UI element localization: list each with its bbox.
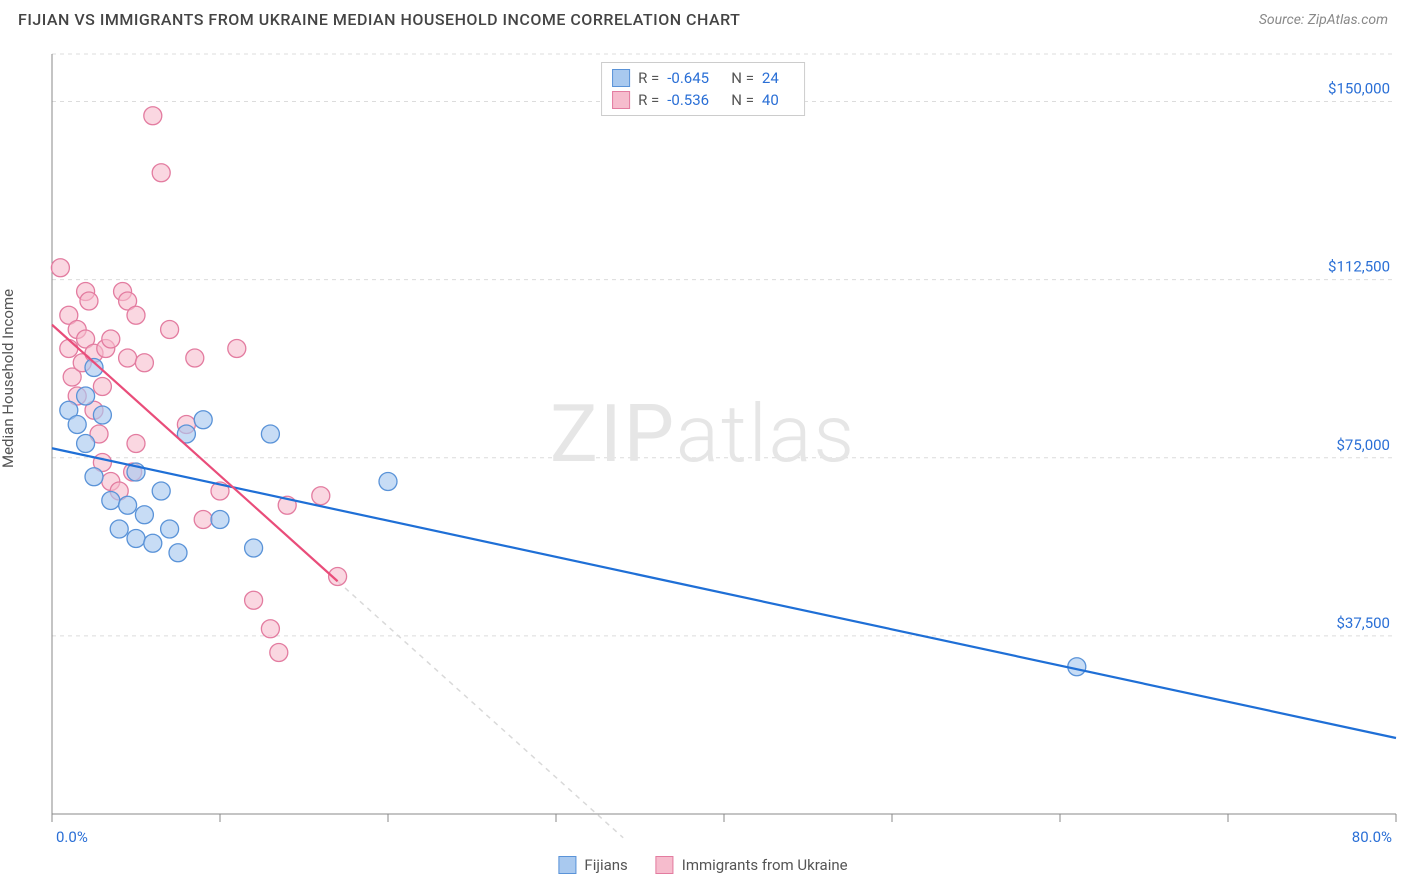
n-label: N = [731, 67, 754, 89]
chart-title: FIJIAN VS IMMIGRANTS FROM UKRAINE MEDIAN… [18, 10, 740, 29]
y-axis-label: Median Household Income [0, 289, 17, 468]
legend-swatch-2 [656, 856, 674, 874]
stat-legend: R = -0.645 N = 24 R = -0.536 N = 40 [601, 62, 805, 116]
r-value-2: -0.536 [667, 89, 723, 111]
n-value-1: 24 [762, 67, 790, 89]
swatch-series-1 [612, 69, 630, 87]
r-value-1: -0.645 [667, 67, 723, 89]
svg-text:80.0%: 80.0% [1352, 828, 1392, 846]
swatch-series-2 [612, 91, 630, 109]
stat-row-2: R = -0.536 N = 40 [612, 89, 790, 111]
chart-area: Median Household Income ZIPatlas $37,500… [0, 44, 1406, 892]
legend-item-2: Immigrants from Ukraine [656, 856, 848, 874]
svg-text:$37,500: $37,500 [1336, 614, 1390, 632]
svg-text:$112,500: $112,500 [1328, 258, 1390, 276]
legend-label-2: Immigrants from Ukraine [682, 856, 848, 874]
r-label: R = [638, 67, 659, 89]
legend-item-1: Fijians [558, 856, 627, 874]
source-label: Source: ZipAtlas.com [1259, 12, 1388, 28]
svg-text:$75,000: $75,000 [1336, 436, 1390, 454]
svg-text:$150,000: $150,000 [1328, 80, 1390, 98]
chart-header: FIJIAN VS IMMIGRANTS FROM UKRAINE MEDIAN… [0, 0, 1406, 35]
scatter-plot: $37,500 $75,000 $112,500 $150,000 0.0% 80.0% [0, 44, 1406, 892]
stat-row-1: R = -0.645 N = 24 [612, 67, 790, 89]
legend-label-1: Fijians [584, 856, 627, 874]
n-value-2: 40 [762, 89, 790, 111]
n-label: N = [731, 89, 754, 111]
r-label: R = [638, 89, 659, 111]
legend-swatch-1 [558, 856, 576, 874]
svg-text:0.0%: 0.0% [56, 828, 88, 846]
series-legend: Fijians Immigrants from Ukraine [558, 856, 847, 874]
